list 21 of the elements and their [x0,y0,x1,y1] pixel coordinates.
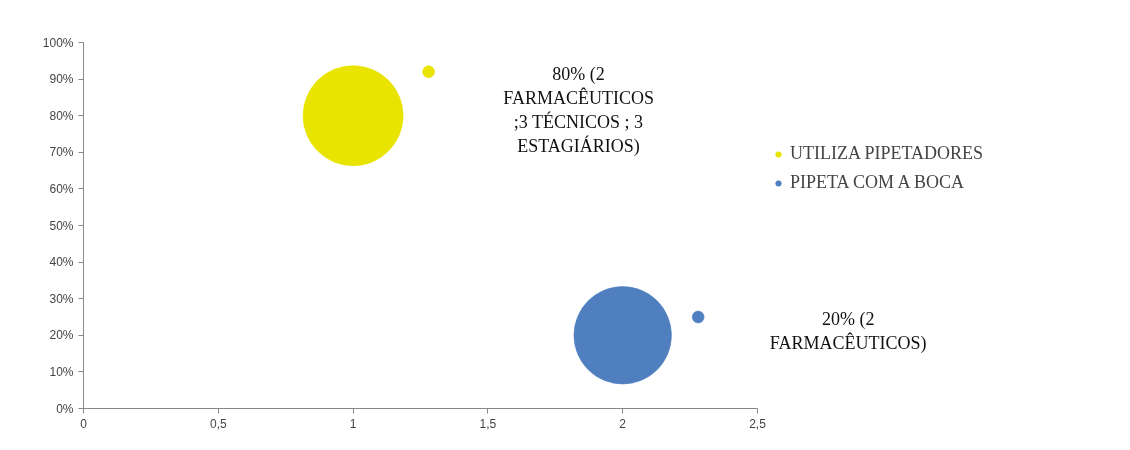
y-tick-label: 10% [49,364,74,379]
legend-label: PIPETA COM A BOCA [790,172,965,193]
x-tick-label: 0 [80,416,88,431]
y-tick-label: 100% [42,35,74,50]
x-tick-label: 2,5 [749,416,767,431]
y-tick-label: 60% [49,181,74,196]
x-tick-label: 1,5 [479,416,497,431]
x-tick-label: 0,5 [209,416,227,431]
y-tick-label: 40% [49,255,74,270]
x-tick-label: 1 [349,416,357,431]
y-tick-label: 90% [49,72,74,87]
y-tick-label: 20% [49,328,74,343]
y-tick-label: 50% [49,218,74,233]
y-tick-label: 0% [56,401,74,416]
annotation: 80% (2 FARMACÊUTICOS ;3 TÉCNICOS ; 3 ESTAGIÁRIOS) [503,63,654,157]
legend-label: UTILIZA PIPETADORES [790,143,984,164]
y-tick-label: 70% [49,145,74,160]
y-tick-label: 80% [49,108,74,123]
y-tick-label: 30% [49,291,74,306]
x-tick-label: 2 [619,416,627,431]
text: 20% (2 FARMACÊUTICOS) [769,309,927,354]
